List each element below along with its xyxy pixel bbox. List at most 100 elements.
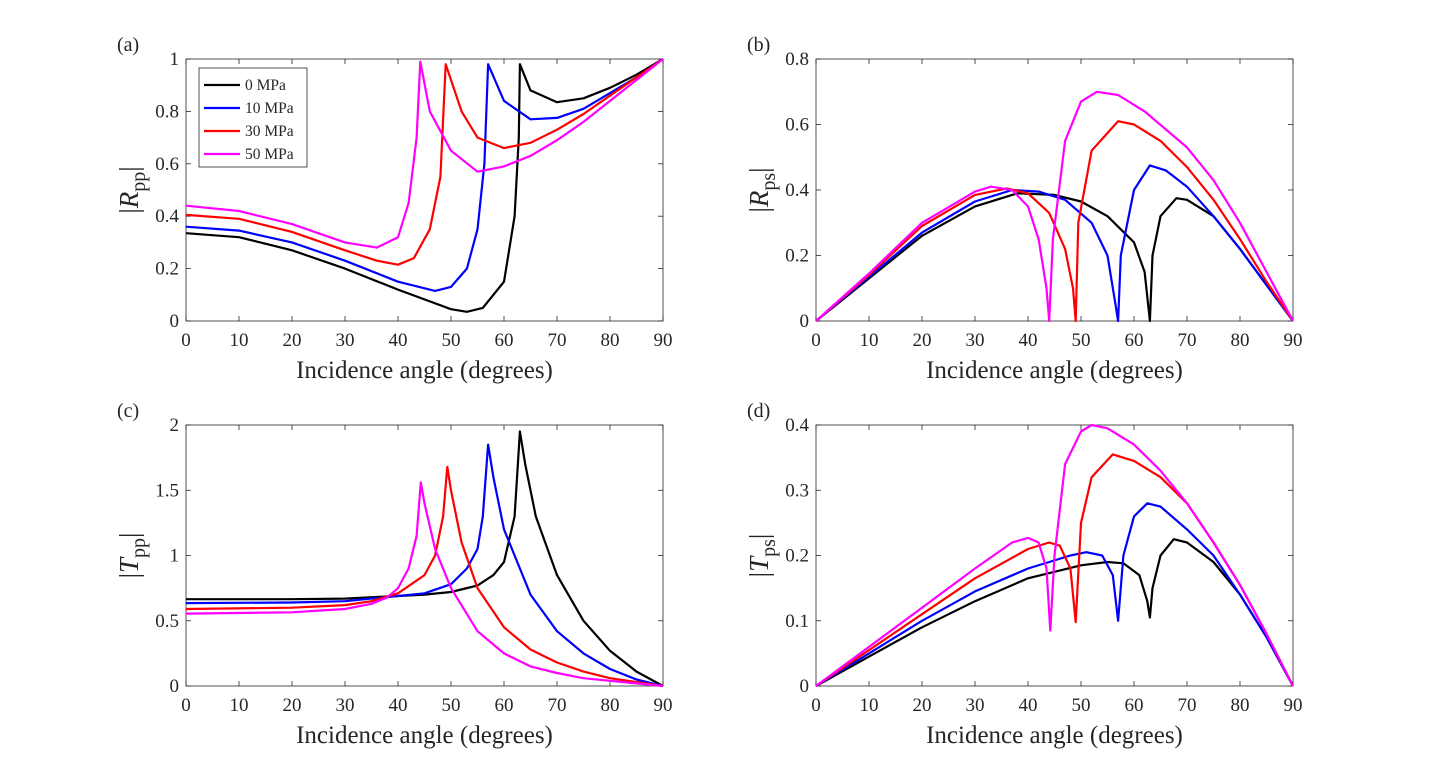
subplot-d: 0 10 20 30 40 50 60 70 80 90 0 0.1 0.2 0.3 0.4 Incidenc…	[744, 400, 1303, 749]
x-tick-label: 70	[1178, 695, 1197, 716]
x-tick-label: 0	[811, 695, 821, 716]
y-tick-label: 0.1	[785, 611, 809, 632]
series-line-50-mpa	[186, 481, 663, 688]
axes-box	[815, 58, 1294, 322]
x-tick-label: 0	[181, 695, 191, 716]
x-tick-label: 80	[1231, 330, 1250, 351]
x-tick-label: 30	[966, 695, 985, 716]
x-tick-label: 20	[913, 695, 932, 716]
y-tick-label: 1.5	[155, 480, 179, 501]
series-line-50-mpa	[186, 58, 663, 249]
x-tick-label: 40	[389, 695, 408, 716]
panel-label: (c)	[117, 400, 139, 422]
x-tick-label: 20	[913, 330, 932, 351]
x-tick-label: 10	[230, 695, 249, 716]
y-tick-label: 0	[170, 676, 180, 697]
y-axis-label: |Rpp|	[114, 166, 150, 213]
abs-bar: |	[744, 534, 774, 539]
subplot-a: 0 10 20 30 40 50 60 70 80 90 0 0.2 0.4 0.6 0.8 1 Inciden…	[114, 34, 673, 384]
x-tick-label: 60	[495, 330, 514, 351]
x-tick-label: 50	[442, 330, 461, 351]
abs-bar: |	[744, 167, 774, 172]
x-tick-label: 30	[966, 330, 985, 351]
series-line-10-mpa	[816, 502, 1293, 687]
y-tick-label: 0.4	[785, 415, 809, 436]
legend: 0 MPa 10 MPa 30 MPa 50 MPa	[198, 67, 308, 168]
abs-bar: |	[114, 533, 144, 538]
y-axis-label: |Tps|	[744, 534, 780, 578]
x-tick-label: 80	[601, 695, 620, 716]
x-tick-label: 70	[1178, 330, 1197, 351]
x-tick-label: 30	[336, 695, 355, 716]
x-tick-label: 10	[230, 330, 249, 351]
panel-label: (a)	[117, 34, 139, 56]
x-axis-label: Incidence angle (degrees)	[926, 722, 1183, 749]
axes-box	[185, 424, 664, 687]
y-tick-label: 1	[170, 49, 180, 70]
y-tick-label: 0.2	[155, 259, 179, 280]
y-axis-symbol: R	[114, 191, 144, 209]
y-axis-symbol: T	[114, 556, 144, 573]
panel-label: (b)	[747, 34, 770, 56]
x-tick-label: 40	[1019, 330, 1038, 351]
legend-label: 50 MPa	[245, 146, 294, 163]
legend-label: 10 MPa	[245, 100, 294, 117]
x-tick-label: 80	[1231, 695, 1250, 716]
series-line-10-mpa	[186, 58, 663, 292]
x-tick-label: 70	[548, 330, 567, 351]
y-tick-label: 0.6	[155, 154, 179, 175]
abs-bar: |	[744, 207, 774, 212]
x-axis-label: Incidence angle (degrees)	[296, 357, 553, 384]
x-tick-label: 10	[860, 695, 879, 716]
series-line-30-mpa	[186, 465, 663, 688]
series-line-10-mpa	[816, 164, 1293, 323]
x-tick-label: 20	[283, 330, 302, 351]
y-axis-label: |Tpp|	[114, 533, 150, 579]
subplot-c: 0 10 20 30 40 50 60 70 80 90 0 0.5 1 1.5 2 Incidence an…	[114, 400, 673, 749]
x-axis-label: Incidence angle (degrees)	[296, 722, 553, 749]
x-tick-label: 60	[1125, 695, 1144, 716]
y-axis-symbol: T	[744, 555, 774, 572]
series-line-0-mpa	[186, 58, 663, 313]
y-axis-subscript: ps	[758, 173, 780, 191]
y-tick-label: 0.5	[155, 611, 179, 632]
x-tick-label: 50	[1072, 695, 1091, 716]
x-tick-label: 10	[860, 330, 879, 351]
series-line-0-mpa	[816, 538, 1293, 687]
y-tick-label: 0.2	[785, 546, 809, 567]
y-axis-subscript: ps	[758, 539, 780, 557]
x-tick-label: 20	[283, 695, 302, 716]
abs-bar: |	[114, 208, 144, 213]
x-tick-label: 70	[548, 695, 567, 716]
series-line-50-mpa	[816, 423, 1293, 687]
x-tick-label: 90	[654, 695, 673, 716]
y-tick-label: 0.6	[785, 115, 809, 136]
y-tick-label: 2	[170, 415, 180, 436]
abs-bar: |	[744, 572, 774, 577]
abs-bar: |	[114, 573, 144, 578]
x-tick-label: 60	[1125, 330, 1144, 351]
series-line-30-mpa	[186, 58, 663, 266]
y-tick-label: 0	[170, 311, 180, 332]
legend-label: 0 MPa	[245, 77, 286, 94]
x-tick-label: 0	[811, 330, 821, 351]
y-axis-subscript: pp	[128, 538, 150, 558]
y-tick-label: 0.2	[785, 246, 809, 267]
y-tick-label: 0	[800, 311, 810, 332]
abs-bar: |	[114, 166, 144, 171]
x-tick-label: 90	[1284, 330, 1303, 351]
x-tick-label: 80	[601, 330, 620, 351]
x-tick-label: 30	[336, 330, 355, 351]
x-tick-label: 90	[1284, 695, 1303, 716]
y-tick-label: 0.8	[785, 49, 809, 70]
x-axis-label: Incidence angle (degrees)	[926, 357, 1183, 384]
x-tick-label: 0	[181, 330, 191, 351]
x-tick-label: 50	[1072, 330, 1091, 351]
y-tick-label: 0.8	[155, 101, 179, 122]
x-tick-label: 90	[654, 330, 673, 351]
x-tick-label: 40	[1019, 695, 1038, 716]
legend-label: 30 MPa	[245, 123, 294, 140]
series-line-30-mpa	[816, 120, 1293, 323]
panel-label: (d)	[747, 400, 770, 422]
